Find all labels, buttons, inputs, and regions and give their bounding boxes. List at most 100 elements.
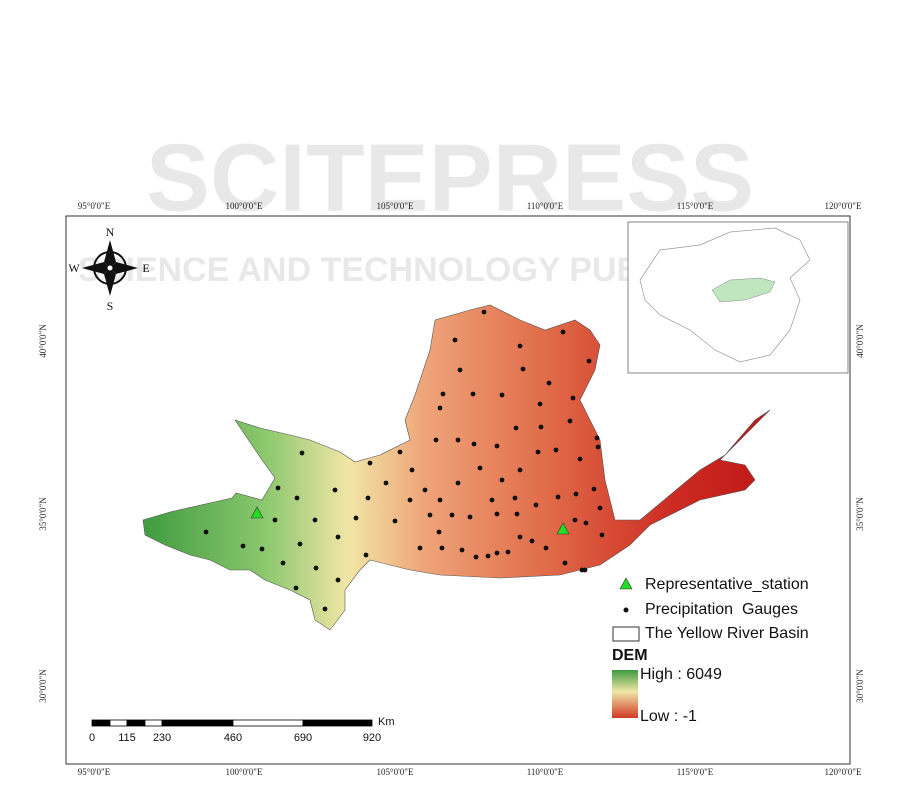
gauge-point <box>553 447 559 453</box>
scale-unit: Km <box>378 716 395 728</box>
gauge-point <box>433 437 439 443</box>
scale-label: 920 <box>363 732 381 744</box>
gauge-point <box>586 358 592 364</box>
longitude-label: 100°0'0"E <box>226 767 263 777</box>
gauge-point <box>538 424 544 430</box>
longitude-label: 105°0'0"E <box>377 201 414 211</box>
scale-segment <box>302 719 373 727</box>
gauge-point <box>407 497 413 503</box>
gauge-point <box>481 309 487 315</box>
legend-low: Low : -1 <box>640 708 697 725</box>
station-swatch <box>619 577 633 590</box>
gauge-point <box>595 444 601 450</box>
gauge-point <box>422 487 428 493</box>
scale-segment <box>161 719 234 727</box>
gauge-point <box>455 437 461 443</box>
gauge-point <box>365 495 371 501</box>
compass-east: E <box>142 261 149 275</box>
gauge-point <box>280 560 286 566</box>
gauge-point <box>473 554 479 560</box>
gauge-point <box>591 486 597 492</box>
gauge-point <box>367 460 373 466</box>
gauge-point <box>543 545 549 551</box>
gauge-point <box>297 541 303 547</box>
gauge-point <box>417 545 423 551</box>
gauge-points <box>203 309 605 612</box>
gauge-point <box>272 517 278 523</box>
gauge-point <box>499 392 505 398</box>
gauge-point <box>513 425 519 431</box>
longitude-label: 115°0'0"E <box>677 201 714 211</box>
gauge-point <box>577 456 583 462</box>
scale-label: 690 <box>294 732 312 744</box>
gauge-point <box>440 391 446 397</box>
longitude-label: 95°0'0"E <box>78 201 111 211</box>
gauge-point <box>555 494 561 500</box>
gauge-point <box>567 418 573 424</box>
scale-segment <box>126 719 146 727</box>
legend-basin: The Yellow River Basin <box>645 625 809 642</box>
gauge-point <box>322 606 328 612</box>
gauge-point <box>397 449 403 455</box>
gauge-point <box>293 585 299 591</box>
scale-segment <box>109 719 128 727</box>
latitude-label: 30°0'0"N <box>38 669 48 703</box>
gauge-point <box>517 534 523 540</box>
gauge-point <box>573 491 579 497</box>
gauge-point <box>437 497 443 503</box>
gauge-point <box>392 518 398 524</box>
compass-rose <box>82 240 138 296</box>
gauge-point <box>477 465 483 471</box>
gauge-point <box>455 480 461 486</box>
latitude-label: 40°0'0"N <box>855 324 865 358</box>
gauge-point <box>409 467 415 473</box>
gauge-point <box>570 395 576 401</box>
gauge-point <box>499 477 505 483</box>
station-marker <box>556 522 570 535</box>
scale-label: 115 <box>118 732 136 744</box>
gauge-point <box>505 549 511 555</box>
gauge-point <box>514 511 520 517</box>
longitude-label: 105°0'0"E <box>377 767 414 777</box>
gauge-point <box>546 380 552 386</box>
scale-segment <box>144 719 163 727</box>
gauge-point <box>494 550 500 556</box>
gauge-point <box>582 567 588 573</box>
watermark-title: SCITEPRESS <box>146 124 754 231</box>
gauge-swatch <box>623 607 629 613</box>
compass-north: N <box>106 225 115 239</box>
latitude-label: 30°0'0"N <box>855 669 865 703</box>
gauge-point <box>594 435 600 441</box>
gauge-point <box>203 529 209 535</box>
compass-west: W <box>68 261 80 275</box>
longitude-label: 110°0'0"E <box>527 201 564 211</box>
gauge-point <box>529 538 535 544</box>
gauge-point <box>599 532 605 538</box>
gauge-point <box>470 391 476 397</box>
gauge-point <box>439 545 445 551</box>
scale-segment <box>232 719 304 727</box>
gauge-point <box>457 367 463 373</box>
gauge-point <box>449 512 455 518</box>
gauge-point <box>313 565 319 571</box>
scale-segment <box>91 719 111 727</box>
legend-station: Representative_station <box>645 576 809 593</box>
gauge-point <box>312 517 318 523</box>
gauge-point <box>259 546 265 552</box>
longitude-label: 100°0'0"E <box>226 201 263 211</box>
scale-label: 230 <box>153 732 171 744</box>
gauge-point <box>485 553 491 559</box>
gauge-point <box>583 520 589 526</box>
gauge-point <box>383 480 389 486</box>
legend-dem-title: DEM <box>612 647 648 664</box>
gauge-point <box>363 552 369 558</box>
yellow-river-basin <box>142 304 771 631</box>
gauge-point <box>471 441 477 447</box>
longitude-label: 120°0'0"E <box>825 767 862 777</box>
station-marker <box>250 506 264 519</box>
gauge-point <box>437 405 443 411</box>
gauge-point <box>436 529 442 535</box>
gauge-point <box>533 502 539 508</box>
gauge-point <box>537 401 543 407</box>
